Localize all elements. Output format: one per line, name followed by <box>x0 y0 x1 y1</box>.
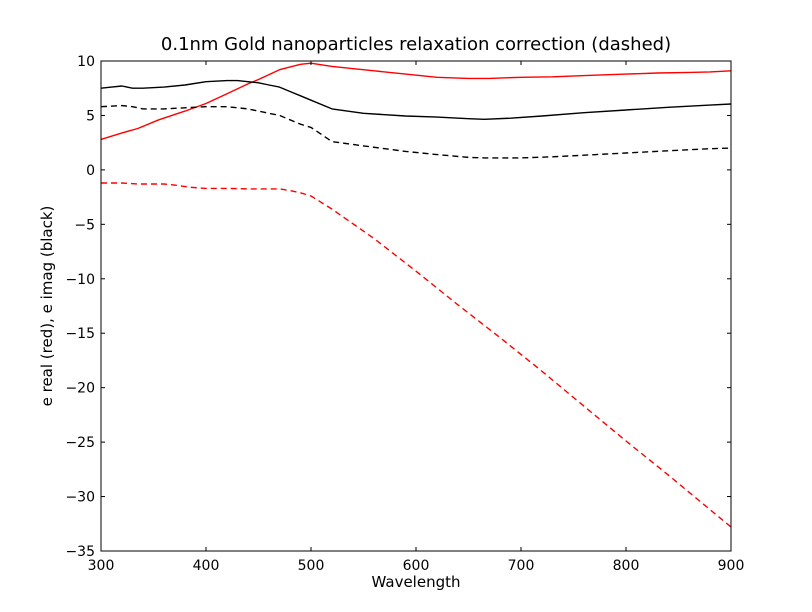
plot-area <box>101 61 731 551</box>
y-tick-label: −30 <box>65 490 95 506</box>
series-line-2 <box>100 79 732 121</box>
chart-title: 0.1nm Gold nanoparticles relaxation corr… <box>161 34 671 55</box>
series-line-4 <box>100 104 732 159</box>
series-line-1 <box>100 62 732 141</box>
y-axis-label: e real (red), e imag (black) <box>38 206 56 407</box>
y-tick-label: −20 <box>65 381 95 397</box>
x-axis-label: Wavelength <box>372 573 461 591</box>
y-tick-label: −25 <box>65 435 95 451</box>
y-tick-label: −15 <box>65 326 95 342</box>
tick-layer: 300 400 500 600 700 800 900 10 5 0 −5 −10 −15 −20 −25 −… <box>65 54 744 574</box>
y-tick-label: −10 <box>65 272 95 288</box>
y-tick-label: 5 <box>86 108 95 124</box>
y-tick-label: −5 <box>74 217 95 233</box>
x-tick-label: 900 <box>718 558 745 574</box>
x-tick-label: 500 <box>298 558 325 574</box>
y-tick-label: 0 <box>86 163 95 179</box>
series-layer <box>100 62 732 528</box>
y-tick-label: −35 <box>65 544 95 560</box>
series-line-3 <box>101 182 732 528</box>
y-tick-label: 10 <box>77 54 95 70</box>
x-tick-label: 700 <box>508 558 535 574</box>
x-tick-label: 300 <box>88 558 115 574</box>
x-tick-label: 400 <box>193 558 220 574</box>
x-tick-label: 600 <box>403 558 430 574</box>
x-tick-label: 800 <box>613 558 640 574</box>
plot-frame <box>100 60 732 552</box>
